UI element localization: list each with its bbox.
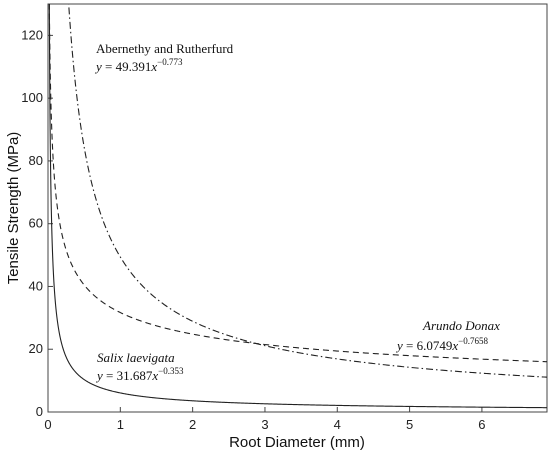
- y-tick-label: 40: [29, 278, 43, 293]
- annotation-salix-name: Salix laevigata: [97, 350, 175, 365]
- y-tick-label: 0: [36, 404, 43, 419]
- x-axis-label: Root Diameter (mm): [229, 434, 365, 451]
- x-tick-label: 3: [261, 417, 268, 432]
- y-tick-label: 60: [29, 216, 43, 231]
- annotation-salix-equation: y = 31.687x−0.353: [95, 366, 184, 383]
- series-salix-line: [48, 4, 547, 363]
- x-tick-label: 1: [117, 417, 124, 432]
- annotation-arundo-equation: y = 6.0749x−0.7658: [395, 336, 488, 353]
- y-tick-label: 120: [21, 27, 43, 42]
- x-tick-label: 5: [406, 417, 413, 432]
- annotation-abernethy-equation: y = 49.391x−0.773: [94, 57, 183, 74]
- x-tick-label: 2: [189, 417, 196, 432]
- series-group: [48, 4, 547, 409]
- series-abernethy-line: [68, 4, 547, 378]
- plot-area: [47, 3, 548, 413]
- x-axis: 0 1 2 3 4 5 6: [44, 407, 486, 432]
- y-tick-label: 80: [29, 153, 43, 168]
- x-tick-label: 6: [478, 417, 485, 432]
- series-arundo-line: [48, 4, 547, 409]
- y-axis-label: Tensile Strength (MPa): [5, 132, 22, 285]
- annotation-arundo-name: Arundo Donax: [422, 318, 500, 333]
- x-tick-label: 0: [44, 417, 51, 432]
- x-tick-label: 4: [334, 417, 341, 432]
- y-tick-label: 100: [21, 90, 43, 105]
- y-axis: 0 20 40 60 80 100 120: [21, 27, 53, 419]
- y-tick-label: 20: [29, 341, 43, 356]
- annotation-abernethy-name: Abernethy and Rutherfurd: [96, 41, 234, 56]
